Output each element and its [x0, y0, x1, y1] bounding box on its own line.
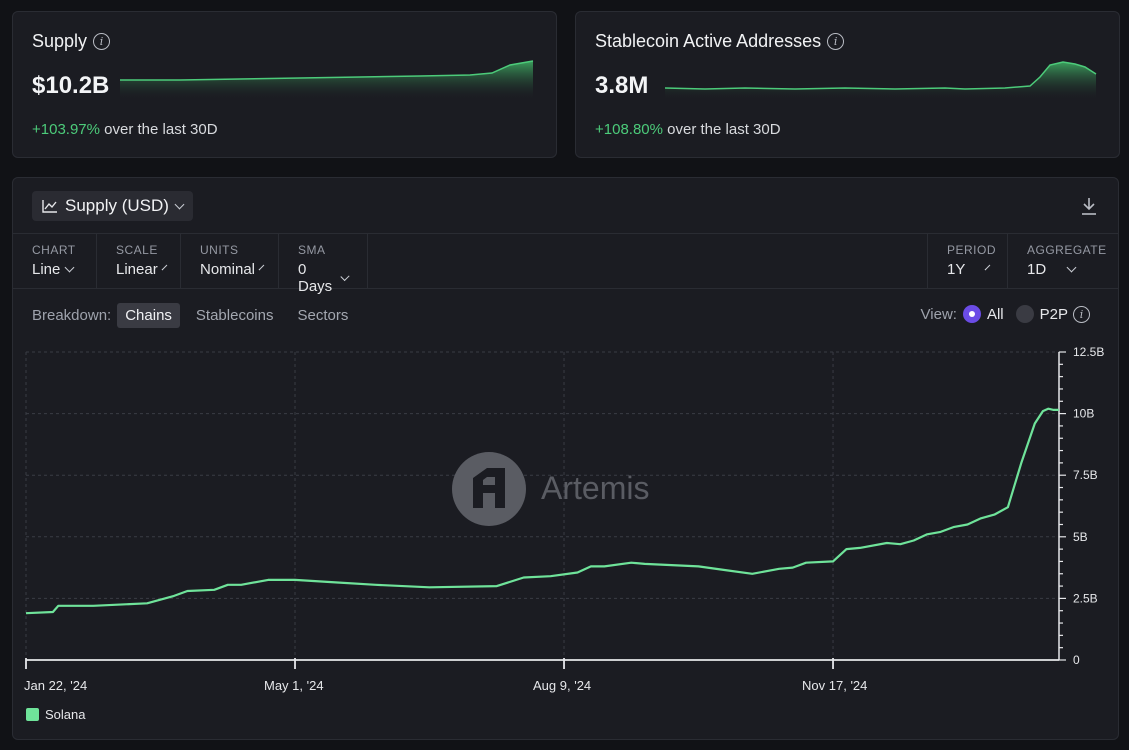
- line-chart-icon: [42, 200, 57, 213]
- chevron-down-icon: [985, 264, 991, 271]
- view-label: View:: [920, 305, 957, 323]
- control-period[interactable]: PERIOD 1Y: [927, 234, 1007, 289]
- chevron-down-icon: [161, 264, 168, 271]
- legend-swatch-solana[interactable]: [26, 708, 39, 721]
- kpi-card-active-addresses: Stablecoin Active Addresses i 3.8M +108.…: [575, 11, 1120, 158]
- y-tick-label: 5B: [1073, 530, 1088, 544]
- chevron-down-icon: [174, 199, 185, 209]
- kpi-card-supply: Supply i $10.2B +103.97% over the last 3…: [12, 11, 557, 158]
- control-value: 0 Days: [298, 261, 333, 295]
- kpi-title: Stablecoin Active Addresses i: [595, 31, 845, 52]
- control-value: Nominal: [200, 261, 256, 278]
- x-tick-label: Jan 22, '24: [24, 678, 87, 693]
- download-icon[interactable]: [1080, 196, 1098, 216]
- breakdown-tabs: Breakdown: Chains Stablecoins Sectors: [32, 303, 356, 328]
- view-toggle: View: All P2P i: [921, 305, 1090, 323]
- control-label: PERIOD: [947, 243, 997, 257]
- radio-p2p[interactable]: [1015, 305, 1034, 323]
- info-icon[interactable]: i: [1073, 305, 1090, 323]
- x-tick-label: Nov 17, '24: [802, 678, 867, 693]
- chart-legend: Solana: [26, 707, 85, 722]
- view-option-all[interactable]: All: [986, 305, 1004, 323]
- kpi-value: 3.8M: [595, 72, 649, 99]
- y-tick-label: 7.5B: [1073, 468, 1098, 482]
- watermark: Artemis: [452, 452, 649, 526]
- control-value: 1D: [1027, 261, 1047, 278]
- x-axis: Jan 22, '24 May 1, '24 Aug 9, '24 Nov 17, '…: [24, 658, 1059, 693]
- control-label: SMA: [298, 243, 326, 257]
- chevron-down-icon: [1066, 262, 1077, 273]
- control-units[interactable]: UNITS Nominal: [181, 234, 279, 289]
- control-aggregate[interactable]: AGGREGATE 1D: [1007, 234, 1119, 289]
- info-icon[interactable]: i: [827, 33, 845, 50]
- tab-chains[interactable]: Chains: [117, 303, 180, 328]
- y-tick-label: 0: [1073, 653, 1080, 667]
- supply-line-chart: Artemis 0 2.5B 5B 7.5B 10B 12.5B Jan 22, '24 M…: [24, 345, 1104, 693]
- supply-sparkline: [120, 60, 534, 99]
- kpi-change-pct: +103.97%: [32, 121, 100, 138]
- legend-label-solana: Solana: [45, 707, 86, 722]
- kpi-title-text: Supply: [32, 31, 88, 51]
- control-value: 1Y: [947, 261, 966, 278]
- tab-sectors[interactable]: Sectors: [297, 307, 349, 324]
- x-tick-label: Aug 9, '24: [533, 678, 591, 693]
- metric-dropdown[interactable]: Supply (USD): [32, 191, 193, 221]
- view-option-p2p[interactable]: P2P: [1039, 305, 1068, 323]
- control-sma[interactable]: SMA 0 Days: [279, 234, 368, 295]
- kpi-title: Supply i: [32, 31, 111, 52]
- chevron-down-icon: [64, 262, 75, 273]
- control-label: SCALE: [116, 243, 158, 257]
- x-tick-label: May 1, '24: [264, 678, 324, 693]
- series-line-solana: [25, 407, 1059, 615]
- info-icon[interactable]: i: [93, 33, 111, 50]
- tab-stablecoins[interactable]: Stablecoins: [195, 307, 274, 324]
- chart-controls-bar: CHART Line SCALE Linear UNITS Nominal SM…: [13, 233, 1119, 295]
- supply-chart-panel: Supply (USD) CHART Line SCALE Linear UNI…: [12, 177, 1119, 740]
- control-label: AGGREGATE: [1027, 243, 1107, 257]
- chart-grid: [25, 351, 1059, 661]
- kpi-change-pct: +108.80%: [595, 121, 663, 138]
- metric-label: Supply (USD): [65, 196, 169, 215]
- control-label: UNITS: [200, 243, 239, 257]
- kpi-value: $10.2B: [32, 72, 110, 99]
- chevron-down-icon: [340, 271, 350, 281]
- kpi-change-suffix: over the last 30D: [104, 121, 218, 138]
- radio-all[interactable]: [962, 305, 981, 323]
- chevron-down-icon: [258, 264, 265, 271]
- active-addresses-sparkline: [665, 61, 1097, 99]
- y-tick-label: 2.5B: [1073, 591, 1098, 605]
- control-chart-type[interactable]: CHART Line: [13, 234, 97, 289]
- kpi-change-suffix: over the last 30D: [667, 121, 781, 138]
- control-label: CHART: [32, 243, 76, 257]
- y-tick-label: 12.5B: [1073, 345, 1104, 359]
- y-tick-label: 10B: [1073, 407, 1094, 421]
- kpi-change: +103.97% over the last 30D: [32, 121, 218, 138]
- kpi-title-text: Stablecoin Active Addresses: [595, 31, 822, 51]
- y-axis: 0 2.5B 5B 7.5B 10B 12.5B: [1058, 345, 1104, 667]
- control-value: Line: [32, 261, 61, 278]
- control-scale[interactable]: SCALE Linear: [97, 234, 181, 289]
- control-value: Linear: [116, 261, 158, 278]
- kpi-change: +108.80% over the last 30D: [595, 121, 781, 138]
- watermark-text: Artemis: [541, 470, 649, 506]
- breakdown-label: Breakdown:: [32, 307, 112, 324]
